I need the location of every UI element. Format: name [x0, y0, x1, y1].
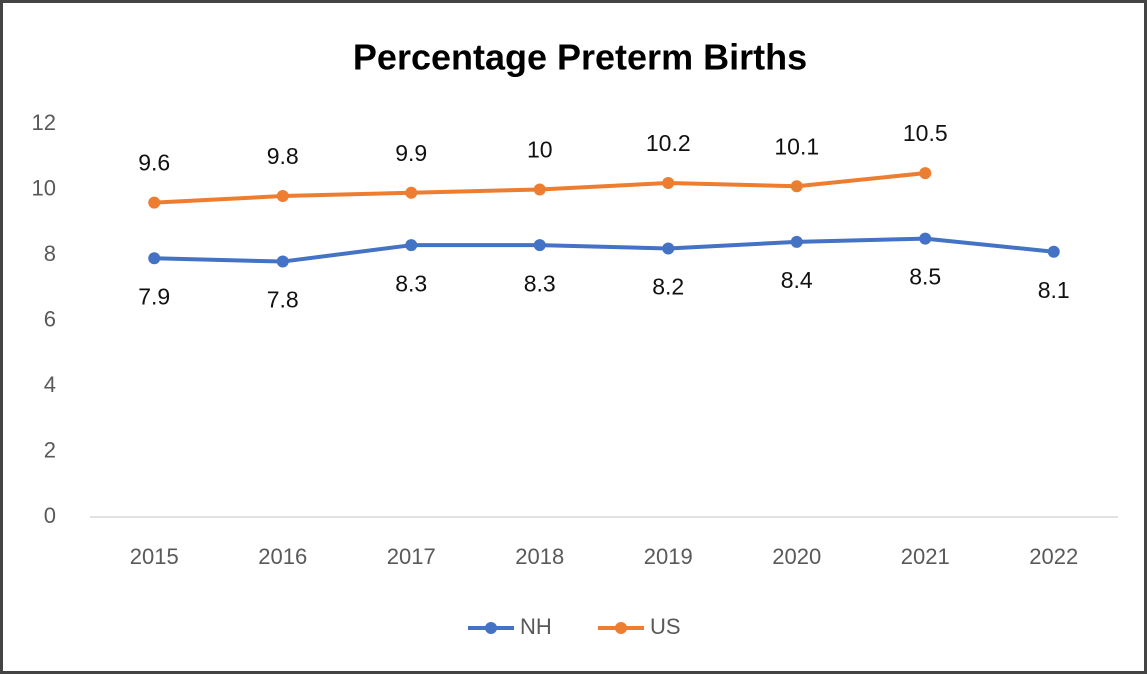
point — [276, 255, 289, 268]
y-tick-label: 6 — [44, 306, 56, 331]
data-label: 8.1 — [1038, 277, 1070, 303]
point — [276, 190, 289, 203]
point — [1047, 245, 1060, 258]
data-label: 10 — [527, 137, 553, 163]
data-label: 8.5 — [909, 264, 941, 290]
legend-label: US — [650, 614, 681, 639]
legend-marker — [485, 622, 497, 634]
point — [533, 183, 546, 196]
series-line — [154, 236, 1054, 264]
point — [405, 239, 418, 252]
x-tick-label: 2021 — [901, 544, 950, 569]
data-label: 9.6 — [138, 150, 170, 176]
data-label: 8.4 — [781, 267, 813, 293]
data-label: 9.8 — [267, 143, 299, 169]
legend-marker — [615, 622, 627, 634]
data-label: 7.8 — [267, 287, 299, 313]
point — [148, 252, 161, 265]
y-tick-label: 8 — [44, 241, 56, 266]
point — [790, 180, 803, 193]
point — [919, 232, 932, 245]
x-tick-label: 2017 — [387, 544, 436, 569]
data-label: 8.2 — [652, 274, 684, 300]
point — [148, 196, 161, 209]
data-label: 8.3 — [395, 270, 427, 296]
x-tick-label: 2016 — [258, 544, 307, 569]
point — [662, 176, 675, 189]
point — [790, 235, 803, 248]
x-tick-label: 2022 — [1029, 544, 1078, 569]
point — [662, 242, 675, 255]
x-tick-label: 2018 — [515, 544, 564, 569]
x-tick-label: 2015 — [130, 544, 179, 569]
point — [533, 239, 546, 252]
y-tick-label: 0 — [44, 503, 56, 528]
data-label: 10.2 — [646, 130, 691, 156]
point — [919, 167, 932, 180]
legend-label: NH — [520, 614, 552, 639]
data-label: 7.9 — [138, 283, 170, 309]
point — [405, 186, 418, 199]
y-tick-label: 10 — [32, 175, 56, 200]
data-label: 10.1 — [774, 133, 819, 159]
data-label: 8.3 — [524, 270, 556, 296]
y-tick-label: 2 — [44, 437, 56, 462]
data-label: 10.5 — [903, 120, 948, 146]
y-tick-label: 4 — [44, 372, 56, 397]
chart-title: Percentage Preterm Births — [353, 37, 807, 78]
data-label: 9.9 — [395, 140, 427, 166]
x-tick-label: 2020 — [772, 544, 821, 569]
y-tick-label: 12 — [32, 110, 56, 135]
x-tick-label: 2019 — [644, 544, 693, 569]
